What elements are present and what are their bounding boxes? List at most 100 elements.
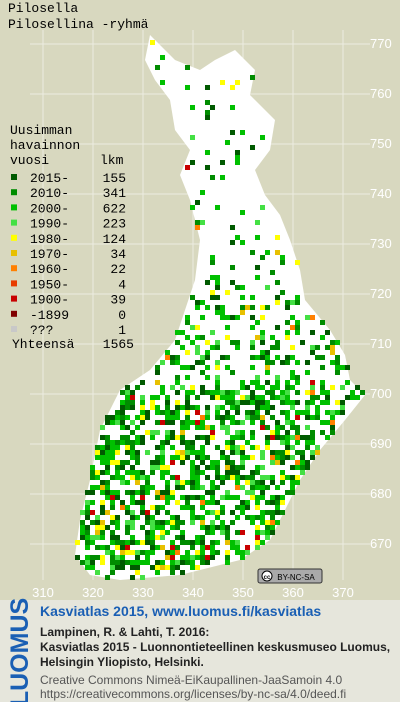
grid-square [180, 425, 185, 430]
grid-square [240, 475, 245, 480]
grid-square [110, 570, 115, 575]
grid-square [310, 455, 315, 460]
grid-square [225, 525, 230, 530]
legend-count: 39 [110, 293, 126, 308]
grid-square [210, 545, 215, 550]
grid-square [275, 495, 280, 500]
grid-square [210, 555, 215, 560]
grid-square [90, 555, 95, 560]
grid-square [230, 460, 235, 465]
grid-square [250, 415, 255, 420]
grid-square [240, 465, 245, 470]
legend-count: 34 [110, 247, 126, 262]
grid-square [190, 480, 195, 485]
grid-square [200, 370, 205, 375]
grid-square [245, 410, 250, 415]
grid-square [225, 475, 230, 480]
grid-square [175, 545, 180, 550]
grid-square [125, 490, 130, 495]
grid-square [295, 435, 300, 440]
grid-square [150, 530, 155, 535]
grid-square [225, 335, 230, 340]
grid-square [225, 540, 230, 545]
grid-square [295, 295, 300, 300]
grid-square [345, 365, 350, 370]
grid-square [150, 40, 155, 45]
grid-square [275, 505, 280, 510]
grid-square [270, 520, 275, 525]
grid-square [195, 325, 200, 330]
grid-square [235, 465, 240, 470]
grid-square [290, 435, 295, 440]
grid-square [120, 425, 125, 430]
grid-square [205, 415, 210, 420]
grid-square [120, 545, 125, 550]
grid-square [250, 345, 255, 350]
grid-square [190, 485, 195, 490]
grid-square [105, 420, 110, 425]
grid-square [110, 565, 115, 570]
grid-square [220, 450, 225, 455]
grid-square [165, 430, 170, 435]
grid-square [140, 415, 145, 420]
grid-square [130, 560, 135, 565]
grid-square [290, 370, 295, 375]
grid-square [165, 485, 170, 490]
grid-square [300, 455, 305, 460]
grid-square [215, 275, 220, 280]
grid-square [205, 440, 210, 445]
grid-square [275, 250, 280, 255]
grid-square [80, 560, 85, 565]
grid-square [170, 525, 175, 530]
grid-square [140, 440, 145, 445]
grid-square [330, 425, 335, 430]
grid-square [190, 545, 195, 550]
grid-square [190, 475, 195, 480]
grid-square [130, 465, 135, 470]
grid-square [125, 450, 130, 455]
grid-square [260, 340, 265, 345]
grid-square [155, 495, 160, 500]
grid-square [190, 405, 195, 410]
grid-square [170, 560, 175, 565]
grid-square [160, 525, 165, 530]
grid-square [150, 505, 155, 510]
grid-square [180, 485, 185, 490]
grid-square [120, 465, 125, 470]
grid-square [230, 225, 235, 230]
grid-square [230, 340, 235, 345]
grid-square [100, 445, 105, 450]
grid-square [170, 495, 175, 500]
grid-square [110, 440, 115, 445]
grid-square [235, 540, 240, 545]
grid-square [255, 320, 260, 325]
license: https://creativecommons.org/licenses/by-… [40, 687, 346, 701]
grid-square [110, 490, 115, 495]
grid-square [160, 55, 165, 60]
grid-square [200, 445, 205, 450]
grid-square [190, 340, 195, 345]
grid-square [295, 260, 300, 265]
grid-square [185, 390, 190, 395]
grid-square [125, 405, 130, 410]
grid-square [160, 545, 165, 550]
grid-square [225, 430, 230, 435]
grid-square [290, 355, 295, 360]
grid-square [260, 405, 265, 410]
grid-square [230, 395, 235, 400]
grid-square [305, 390, 310, 395]
grid-square [305, 400, 310, 405]
grid-square [85, 525, 90, 530]
citation: Kasviatlas 2015 - Luonnontieteellinen ke… [40, 640, 390, 654]
grid-square [190, 470, 195, 475]
grid-square [90, 490, 95, 495]
grid-square [270, 460, 275, 465]
grid-square [185, 425, 190, 430]
grid-square [85, 510, 90, 515]
grid-square [185, 400, 190, 405]
grid-square [280, 425, 285, 430]
easting-label: 330 [132, 585, 154, 600]
grid-square [170, 435, 175, 440]
grid-square [130, 495, 135, 500]
grid-square [245, 400, 250, 405]
